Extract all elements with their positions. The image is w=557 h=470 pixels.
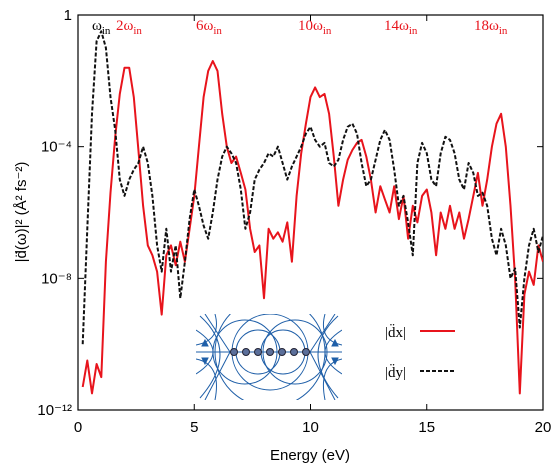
x-tick-label: 20 — [535, 419, 552, 436]
harmonic-label-sub: in — [409, 25, 418, 37]
series-line — [81, 60, 543, 395]
harmonic-label: 6ωin — [196, 18, 222, 37]
harmonic-label-text: ω — [92, 18, 102, 34]
harmonic-label: 14ωin — [384, 18, 418, 37]
harmonic-label-text: 18ω — [474, 18, 499, 34]
harmonic-label-text: 14ω — [384, 18, 409, 34]
harmonic-label-text: 10ω — [298, 18, 323, 34]
y-tick-label: 10⁻⁴ — [41, 139, 72, 156]
y-axis-label: |d̈(ω)|² (Å² fs⁻²) — [13, 162, 30, 263]
x-tick-label: 0 — [74, 419, 82, 436]
harmonic-label: 18ωin — [474, 18, 508, 37]
harmonic-label: ωin — [92, 18, 111, 37]
y-tick-label: 1 — [64, 7, 72, 24]
series-line — [81, 30, 543, 345]
x-tick-label: 5 — [190, 419, 198, 436]
harmonic-label-text: 2ω — [116, 18, 134, 34]
harmonic-label-sub: in — [213, 25, 222, 37]
harmonic-label-sub: in — [133, 25, 142, 37]
x-tick-label: 10 — [302, 419, 319, 436]
legend-label: |d̈y| — [385, 363, 406, 381]
harmonic-label-sub: in — [499, 25, 508, 37]
harmonic-label-sub: in — [102, 25, 111, 37]
y-tick-label: 10⁻¹² — [37, 402, 72, 419]
harmonic-label-text: 6ω — [196, 18, 214, 34]
y-tick-label: 10⁻⁸ — [41, 270, 72, 287]
harmonic-label-sub: in — [323, 25, 332, 37]
x-tick-label: 15 — [418, 419, 435, 436]
x-axis-label: Energy (eV) — [270, 447, 350, 464]
inset-diagram — [196, 314, 342, 400]
harmonic-label: 10ωin — [298, 18, 332, 37]
harmonic-label: 2ωin — [116, 18, 142, 37]
legend-label: |d̈x| — [385, 323, 406, 341]
